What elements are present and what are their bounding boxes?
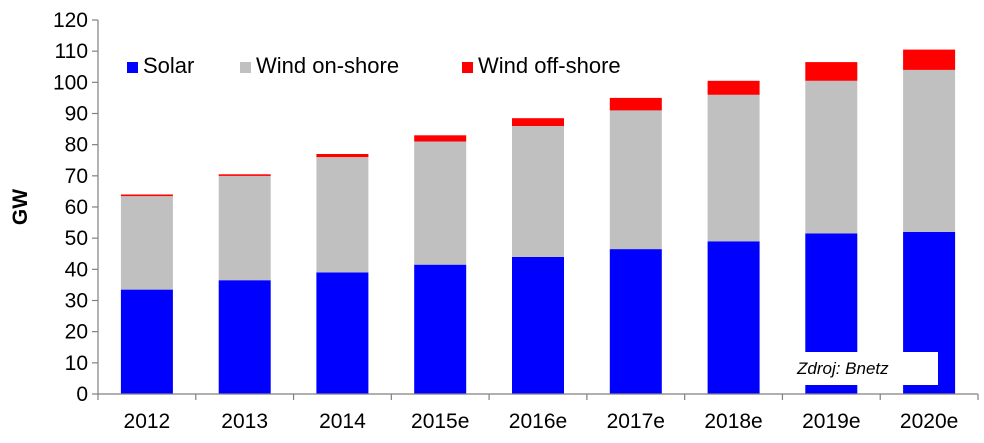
- y-tick-label: 50: [65, 227, 88, 250]
- bar-wind-off-shore-2019e: [805, 62, 858, 81]
- source-note: Zdroj: Bnetz: [796, 359, 889, 378]
- legend: Solar Wind on-shore Wind off-shore: [127, 53, 621, 78]
- x-tick-label: 2015e: [411, 410, 469, 433]
- bar-solar-2014: [316, 272, 369, 394]
- y-tick-label: 120: [53, 9, 88, 32]
- source-note-box: Zdroj: Bnetz: [788, 352, 938, 385]
- bar-wind-off-shore-2017e: [609, 97, 662, 111]
- bar-solar-2013: [218, 280, 271, 394]
- y-tick-label: 10: [65, 352, 88, 375]
- legend-label-solar: Solar: [143, 53, 194, 78]
- bars-group: [120, 49, 956, 394]
- bar-wind-on-shore-2019e: [805, 80, 858, 234]
- bar-wind-on-shore-2014: [316, 157, 369, 273]
- y-tick-label: 20: [65, 321, 88, 344]
- x-tick-label: 2016e: [509, 410, 567, 433]
- bar-solar-2017e: [609, 249, 662, 394]
- x-tick-label: 2014: [319, 410, 366, 433]
- y-tick-label: 40: [65, 258, 88, 281]
- y-tick-label: 80: [65, 134, 88, 157]
- bar-wind-off-shore-2015e: [414, 135, 467, 142]
- bar-wind-off-shore-2020e: [903, 49, 956, 70]
- bar-solar-2015e: [414, 264, 467, 394]
- x-tick-label: 2017e: [607, 410, 665, 433]
- x-tick-label: 2013: [221, 410, 268, 433]
- y-tick-label: 100: [53, 71, 88, 94]
- y-tick-label: 0: [76, 383, 88, 406]
- bar-wind-on-shore-2017e: [609, 110, 662, 250]
- bar-wind-off-shore-2012: [120, 194, 173, 197]
- x-tick-label: 2019e: [802, 410, 860, 433]
- y-tick-label: 70: [65, 165, 88, 188]
- bar-wind-off-shore-2016e: [512, 118, 564, 126]
- bar-wind-on-shore-2013: [218, 175, 271, 281]
- y-tick-label: 60: [65, 196, 88, 219]
- bar-solar-2018e: [707, 241, 760, 394]
- y-tick-label: 30: [65, 290, 88, 313]
- y-axis: 0 10 20 30 40 50 60 70 80 90 100 110 120: [53, 9, 99, 406]
- bar-wind-on-shore-2015e: [414, 141, 467, 265]
- bar-wind-off-shore-2013: [218, 174, 271, 176]
- bar-wind-on-shore-2016e: [512, 126, 564, 257]
- bar-solar-2012: [120, 289, 173, 394]
- y-axis-title: GW: [9, 189, 32, 225]
- x-tick-label: 2020e: [900, 410, 958, 433]
- y-tick-label: 90: [65, 103, 88, 126]
- bar-wind-off-shore-2018e: [707, 80, 760, 95]
- bar-wind-on-shore-2018e: [707, 94, 760, 242]
- x-axis: 2012 2013 2014 2015e 2016e 2017e 2018e 2019e 202…: [97, 393, 979, 433]
- legend-label-wind-on-shore: Wind on-shore: [256, 53, 399, 78]
- legend-swatch-solar: [127, 62, 138, 73]
- bar-solar-2016e: [512, 256, 564, 394]
- legend-swatch-wind-on-shore: [240, 62, 251, 73]
- legend-label-wind-off-shore: Wind off-shore: [478, 53, 621, 78]
- y-tick-label: 110: [55, 40, 88, 63]
- bar-wind-on-shore-2012: [120, 196, 173, 290]
- bar-wind-on-shore-2020e: [903, 69, 956, 233]
- bar-wind-off-shore-2014: [316, 154, 369, 158]
- x-tick-label: 2012: [124, 410, 171, 433]
- legend-swatch-wind-off-shore: [462, 62, 473, 73]
- x-tick-label: 2018e: [704, 410, 762, 433]
